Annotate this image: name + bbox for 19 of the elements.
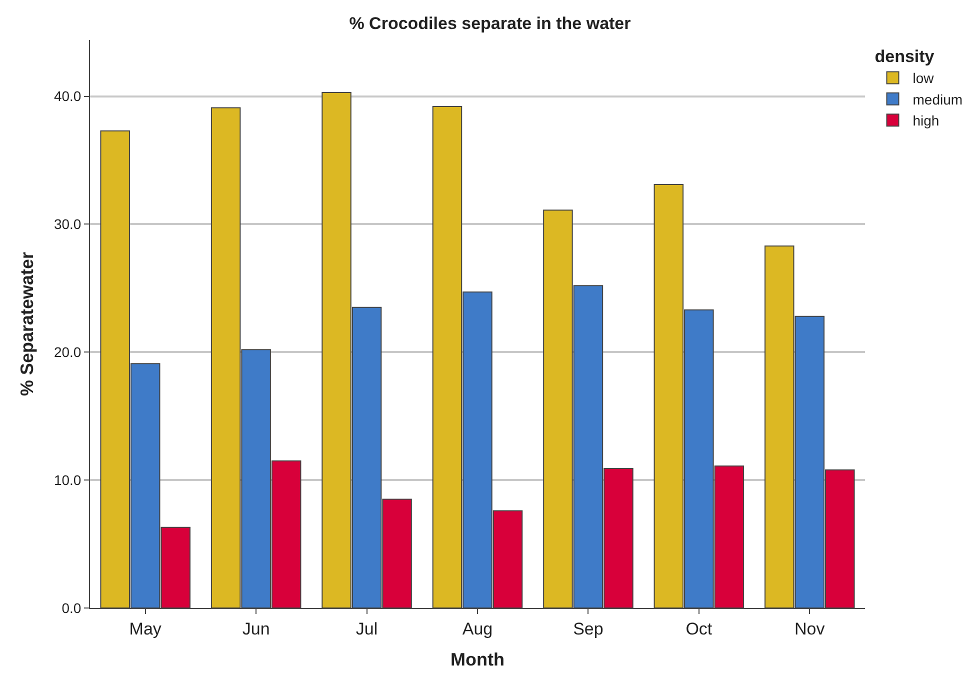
y-tick-label: 30.0: [54, 216, 82, 232]
y-tick-label: 0.0: [62, 600, 82, 616]
x-tick-label: Oct: [686, 619, 712, 638]
y-tick-label: 40.0: [54, 88, 82, 104]
x-tick-label: Aug: [462, 619, 493, 638]
x-tick-label: May: [129, 619, 162, 638]
x-tick-label: Jul: [356, 619, 378, 638]
y-tick-label: 20.0: [54, 344, 82, 360]
chart-title: % Crocodiles separate in the water: [349, 14, 632, 34]
x-tick-label: Sep: [573, 619, 604, 638]
y-tick-label: 10.0: [54, 472, 82, 488]
legend-label: low: [912, 70, 935, 86]
x-tick-label: Jun: [242, 619, 270, 638]
y-axis-title: % Separatewater: [17, 252, 38, 396]
x-tick-label: Nov: [794, 619, 826, 638]
legend-title: density: [874, 47, 935, 66]
x-axis-title: Month: [450, 650, 504, 670]
legend-label: high: [912, 112, 940, 129]
legend-label: medium: [912, 91, 963, 108]
